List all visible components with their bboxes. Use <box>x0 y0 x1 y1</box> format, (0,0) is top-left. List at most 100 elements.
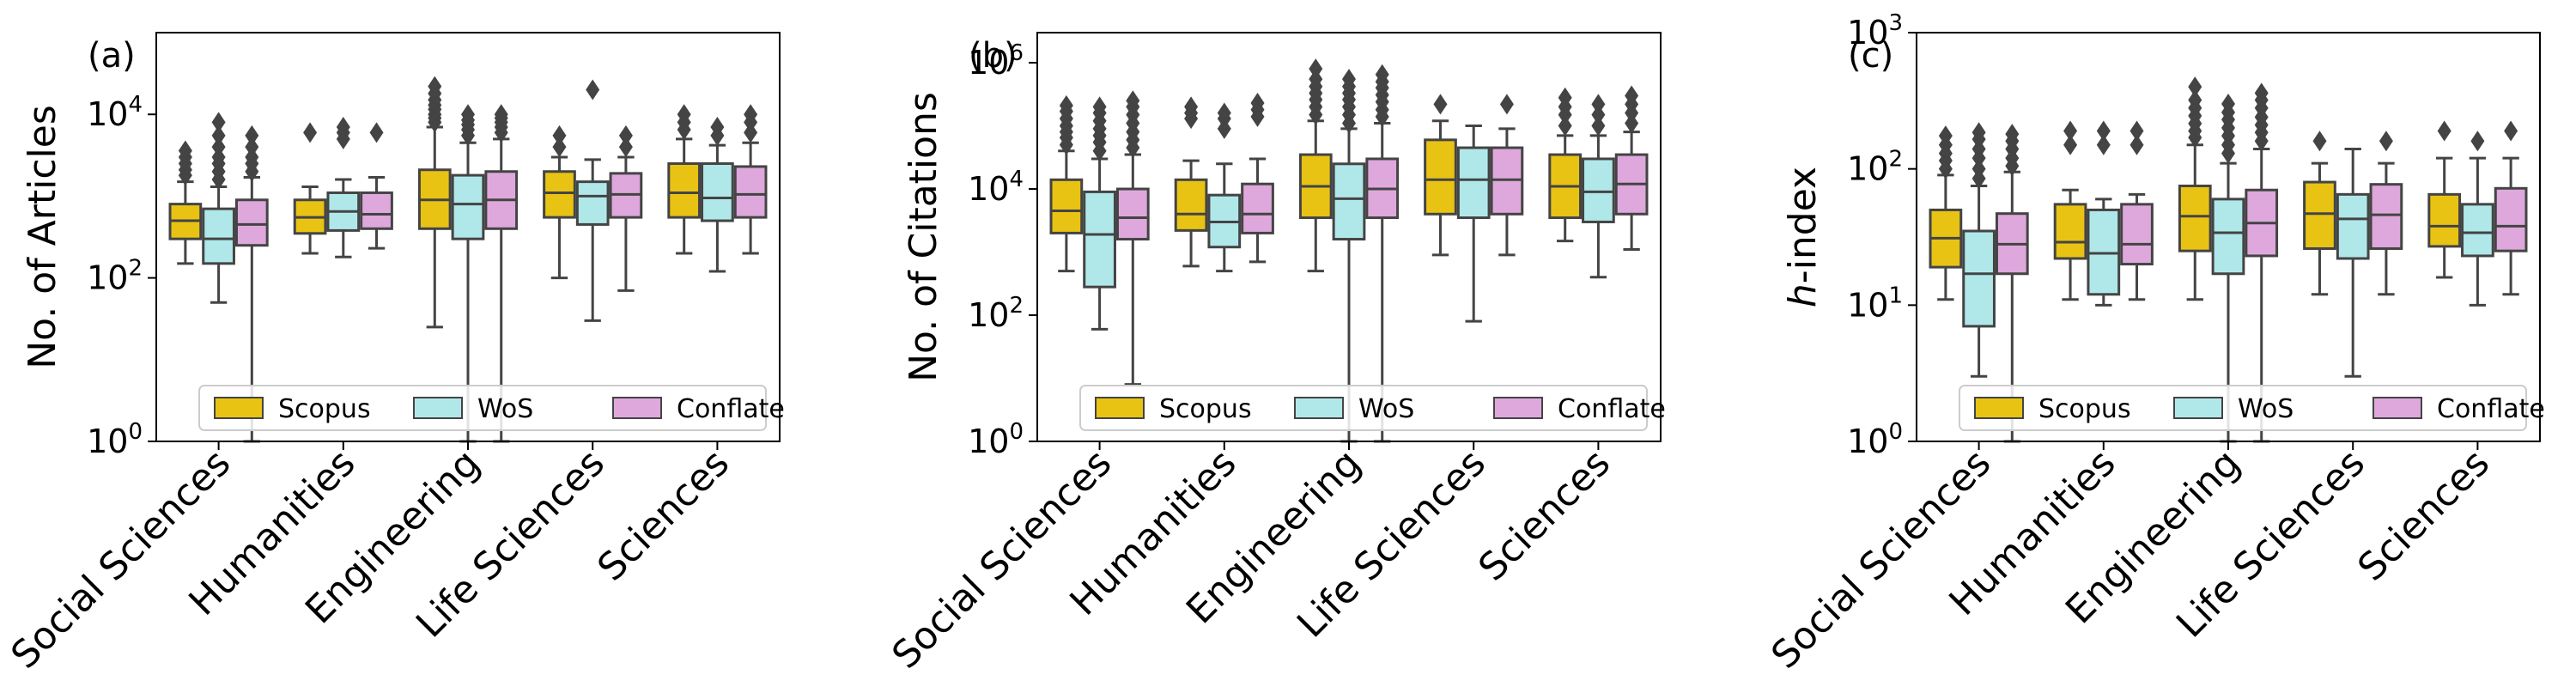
box-wos-3 <box>1456 125 1491 323</box>
flier <box>2063 134 2078 155</box>
y-tick-base: 10 <box>968 44 1009 82</box>
flier <box>1126 90 1140 112</box>
box-iqr <box>234 198 269 247</box>
flier <box>1558 115 1572 137</box>
box-wos-0 <box>202 112 235 304</box>
box-iqr <box>2211 198 2245 276</box>
x-tick-label: Social Sciences <box>884 441 1120 678</box>
flier <box>2188 76 2202 98</box>
box-iqr <box>701 162 734 222</box>
y-tick-label: 104 <box>87 92 143 133</box>
flier <box>552 137 567 158</box>
box-scopus-4 <box>667 104 702 255</box>
y-tick-base: 10 <box>1847 286 1888 324</box>
box-conflate-1 <box>360 122 393 250</box>
box-conflate-3 <box>2369 131 2403 296</box>
flier <box>428 76 442 97</box>
box-conflate-3 <box>1490 94 1524 257</box>
flier <box>2379 131 2393 152</box>
flier <box>710 116 725 137</box>
x-tick-label: Social Sciences <box>1763 441 1999 678</box>
legend-label: Scopus <box>1159 394 1252 424</box>
box-wos-0 <box>1962 122 1996 378</box>
box-iqr <box>1049 178 1084 234</box>
y-axis-label-italic: h <box>1781 283 1825 307</box>
legend-swatch <box>214 397 264 419</box>
flier <box>303 122 318 143</box>
x-tick-label: Sciences <box>589 441 738 590</box>
y-tick-label: 103 <box>1847 10 1903 52</box>
box-iqr <box>2427 192 2462 248</box>
box-wos-2 <box>1332 69 1366 443</box>
box-scopus-1 <box>2053 120 2087 301</box>
box-scopus-3 <box>1424 94 1457 257</box>
box-iqr <box>2336 192 2370 260</box>
y-tick-label: 100 <box>968 419 1024 460</box>
flier <box>2312 131 2327 152</box>
box-iqr <box>1241 182 1274 234</box>
flier <box>552 125 567 146</box>
box-scopus-0 <box>1049 94 1084 273</box>
legend-label: WoS <box>1358 394 1414 424</box>
box-scopus-4 <box>2427 120 2462 279</box>
box-iqr <box>451 173 485 240</box>
x-tick-label: Sciences <box>2349 441 2498 590</box>
box-wos-0 <box>1083 96 1116 331</box>
flier <box>336 116 350 137</box>
flier <box>211 112 226 133</box>
y-tick-exponent: 1 <box>1888 283 1903 308</box>
box-iqr <box>360 191 393 230</box>
y-tick-exponent: 0 <box>128 419 143 445</box>
flier <box>369 122 384 143</box>
flier <box>2470 131 2485 152</box>
box-wos-3 <box>575 79 610 322</box>
flier <box>1342 69 1356 90</box>
y-tick-base: 10 <box>968 296 1009 334</box>
flier <box>178 140 192 161</box>
box-scopus-4 <box>1548 87 1583 243</box>
legend-swatch <box>612 397 662 419</box>
flier <box>1971 122 1986 143</box>
box-iqr <box>202 207 235 265</box>
legend-swatch <box>1294 397 1344 419</box>
box-conflate-4 <box>2494 120 2528 296</box>
box-iqr <box>2303 180 2336 250</box>
flier <box>1591 115 1606 137</box>
flier <box>618 137 633 158</box>
y-tick-label: 100 <box>87 419 143 460</box>
box-scopus-2 <box>417 76 452 329</box>
y-tick-exponent: 4 <box>1009 167 1024 192</box>
legend-label: Conflate <box>1558 394 1666 424</box>
flier <box>744 104 758 125</box>
box-iqr <box>2369 183 2403 250</box>
box-conflate-4 <box>1614 85 1649 251</box>
y-tick-label: 102 <box>87 256 143 297</box>
flier <box>2129 134 2144 155</box>
legend: Scopus WoS Conflate <box>198 385 785 431</box>
legend-swatch <box>2173 397 2223 419</box>
flier <box>1059 94 1073 116</box>
y-tick-exponent: 0 <box>1009 419 1024 445</box>
y-tick-exponent: 6 <box>1009 40 1024 66</box>
box-conflate-3 <box>609 125 643 292</box>
box-conflate-0 <box>1115 90 1150 386</box>
y-tick-base: 10 <box>968 423 1009 460</box>
flier <box>2096 120 2111 142</box>
box-conflate-2 <box>2245 82 2279 443</box>
flier <box>1092 96 1107 118</box>
box-wos-1 <box>2087 120 2121 307</box>
box-conflate-4 <box>733 104 768 255</box>
flier <box>2096 134 2111 155</box>
flier <box>586 79 600 100</box>
y-tick-base: 10 <box>968 170 1009 208</box>
legend-label: Scopus <box>2038 394 2131 424</box>
y-tick-base: 10 <box>1847 423 1888 460</box>
legend-swatch <box>2372 397 2422 419</box>
flier <box>618 125 633 146</box>
flier <box>1971 158 1986 179</box>
flier <box>2437 120 2451 142</box>
flier <box>1250 92 1265 113</box>
y-tick-exponent: 2 <box>1009 293 1024 319</box>
